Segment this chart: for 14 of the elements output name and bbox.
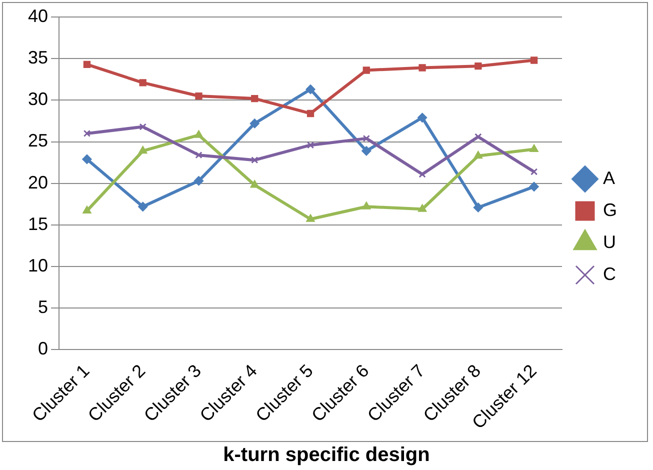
legend-label: U [603,232,616,252]
y-tick-label: 20 [28,172,48,192]
y-tick-label: 5 [38,297,48,318]
x-axis-title: k-turn specific design [222,444,431,467]
y-tick-label: 40 [28,6,48,26]
y-tick-label: 10 [28,256,48,276]
y-tick-label: 35 [28,48,48,68]
y-tick-label: 0 [38,338,48,359]
legend-label: G [603,200,618,220]
legend-label: C [603,264,616,284]
y-tick-label: 15 [28,214,48,234]
y-tick-label: 30 [28,89,48,110]
y-tick-label: 25 [28,130,48,151]
legend-label: A [603,168,616,188]
